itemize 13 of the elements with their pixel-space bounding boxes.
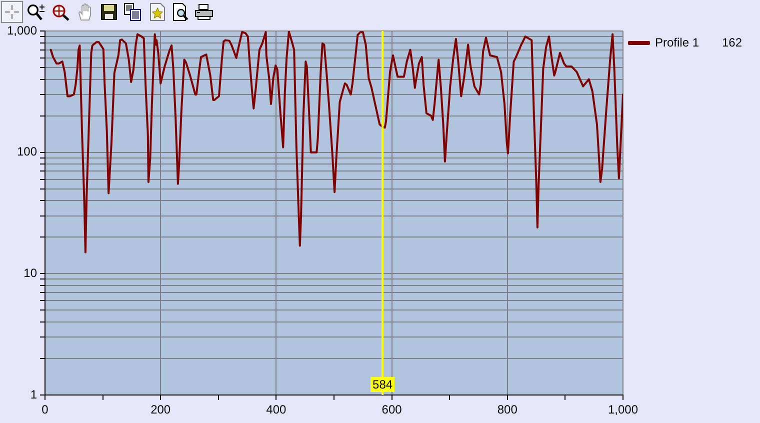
y-tick-label: 1 [30,387,38,402]
x-tick-label: 600 [382,402,402,417]
x-tick-label: 1,000 [608,402,638,417]
y-tick-label: 100 [16,144,38,159]
x-tick-label: 800 [497,402,518,417]
x-tick-label: 200 [150,402,171,417]
text: 162 [722,35,742,50]
y-tick-label: 1,000 [6,23,38,38]
x-tick-label: 400 [266,402,287,417]
ref-line-label: 584 [372,377,393,392]
y-tick-label: 10 [24,266,38,280]
legend-label: Profile 1 [654,35,700,50]
x-tick-label: 0 [42,402,49,417]
